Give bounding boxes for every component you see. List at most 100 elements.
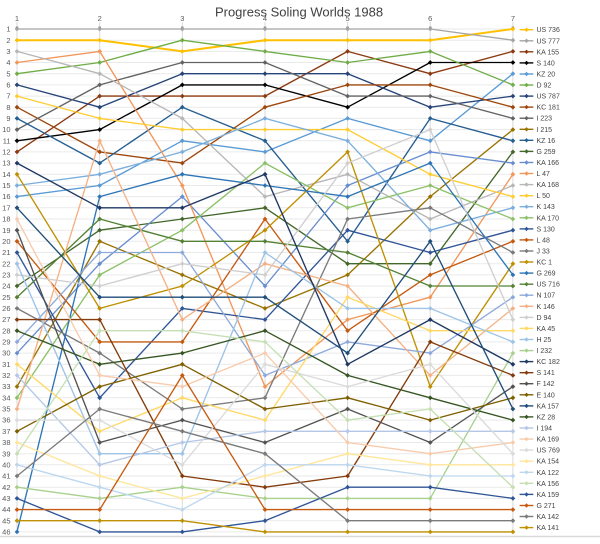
svg-text:20: 20 (2, 237, 10, 246)
svg-text:KA 170: KA 170 (537, 215, 560, 222)
svg-text:1: 1 (15, 14, 19, 23)
svg-text:KZ 20: KZ 20 (537, 72, 556, 79)
svg-text:US 769: US 769 (537, 448, 560, 455)
svg-text:KA 141: KA 141 (537, 525, 560, 532)
svg-text:31: 31 (2, 360, 10, 369)
svg-text:28: 28 (2, 326, 10, 335)
svg-text:D 94: D 94 (537, 315, 552, 322)
svg-text:KA 45: KA 45 (537, 326, 556, 333)
svg-text:K 143: K 143 (537, 204, 555, 211)
svg-text:16: 16 (2, 192, 10, 201)
svg-text:30: 30 (2, 349, 10, 358)
svg-text:KA 142: KA 142 (537, 514, 560, 521)
svg-text:Progress Soling Worlds 1988: Progress Soling Worlds 1988 (215, 5, 383, 20)
svg-text:15: 15 (2, 181, 10, 190)
svg-text:F 142: F 142 (537, 381, 555, 388)
svg-text:S 130: S 130 (537, 226, 555, 233)
svg-text:KC 181: KC 181 (537, 105, 560, 112)
svg-text:S 141: S 141 (537, 370, 555, 377)
svg-text:KC 182: KC 182 (537, 359, 560, 366)
svg-text:8: 8 (6, 103, 10, 112)
svg-text:43: 43 (2, 494, 10, 503)
svg-text:H 25: H 25 (537, 337, 552, 344)
svg-text:E 140: E 140 (537, 392, 555, 399)
svg-text:13: 13 (2, 159, 10, 168)
svg-text:KA 154: KA 154 (537, 459, 560, 466)
svg-text:18: 18 (2, 215, 10, 224)
svg-text:L 48: L 48 (537, 237, 550, 244)
svg-text:3: 3 (6, 47, 10, 56)
svg-text:22: 22 (2, 259, 10, 268)
svg-text:D 92: D 92 (537, 83, 552, 90)
svg-text:KA 169: KA 169 (537, 437, 560, 444)
svg-text:L 47: L 47 (537, 171, 550, 178)
svg-text:KA 168: KA 168 (537, 182, 560, 189)
svg-text:11: 11 (3, 136, 11, 145)
svg-text:36: 36 (2, 416, 10, 425)
svg-text:33: 33 (2, 382, 10, 391)
svg-text:K 146: K 146 (537, 304, 555, 311)
svg-text:3: 3 (180, 14, 184, 23)
svg-text:US 716: US 716 (537, 282, 560, 289)
svg-text:34: 34 (2, 393, 10, 402)
svg-text:I 194: I 194 (537, 426, 553, 433)
svg-text:L 50: L 50 (537, 193, 550, 200)
svg-text:7: 7 (511, 14, 515, 23)
svg-text:14: 14 (2, 170, 10, 179)
svg-text:J 33: J 33 (537, 249, 550, 256)
svg-text:US 777: US 777 (537, 38, 560, 45)
svg-text:29: 29 (2, 338, 10, 347)
svg-text:32: 32 (2, 371, 10, 380)
svg-text:I 215: I 215 (537, 127, 553, 134)
svg-text:I 223: I 223 (537, 116, 553, 123)
svg-text:23: 23 (2, 271, 10, 280)
svg-text:KC 1: KC 1 (537, 260, 553, 267)
svg-text:1: 1 (6, 25, 10, 34)
svg-text:6: 6 (428, 14, 432, 23)
svg-text:KA 156: KA 156 (537, 481, 560, 488)
svg-text:2: 2 (98, 14, 102, 23)
svg-text:19: 19 (2, 226, 10, 235)
svg-text:N 107: N 107 (537, 293, 556, 300)
svg-text:KA 159: KA 159 (537, 492, 560, 499)
svg-text:5: 5 (6, 69, 10, 78)
svg-text:4: 4 (6, 58, 10, 67)
svg-text:10: 10 (2, 125, 10, 134)
svg-text:KA 122: KA 122 (537, 470, 560, 477)
svg-text:7: 7 (6, 92, 10, 101)
svg-text:41: 41 (2, 472, 10, 481)
svg-text:KZ 16: KZ 16 (537, 138, 556, 145)
svg-text:G 271: G 271 (537, 503, 556, 510)
svg-text:35: 35 (2, 405, 10, 414)
svg-text:6: 6 (6, 81, 10, 90)
svg-text:9: 9 (6, 114, 10, 123)
svg-text:12: 12 (2, 148, 10, 157)
svg-text:5: 5 (346, 14, 350, 23)
svg-text:38: 38 (2, 438, 10, 447)
svg-text:US 736: US 736 (537, 27, 560, 34)
svg-text:21: 21 (2, 248, 10, 257)
svg-text:39: 39 (2, 449, 10, 458)
svg-text:KA 166: KA 166 (537, 160, 560, 167)
svg-text:42: 42 (2, 483, 10, 492)
svg-text:25: 25 (2, 293, 10, 302)
svg-text:45: 45 (2, 516, 10, 525)
svg-text:24: 24 (2, 282, 10, 291)
svg-text:17: 17 (2, 203, 10, 212)
svg-text:40: 40 (2, 460, 10, 469)
svg-text:37: 37 (2, 427, 10, 436)
svg-text:I 232: I 232 (537, 348, 553, 355)
svg-text:G 259: G 259 (537, 149, 556, 156)
svg-text:44: 44 (2, 505, 10, 514)
svg-text:S 140: S 140 (537, 60, 555, 67)
svg-text:G 269: G 269 (537, 271, 556, 278)
svg-text:US 787: US 787 (537, 94, 560, 101)
svg-text:4: 4 (263, 14, 267, 23)
svg-text:KA 157: KA 157 (537, 403, 560, 410)
svg-text:KA 155: KA 155 (537, 49, 560, 56)
svg-text:27: 27 (2, 315, 10, 324)
svg-text:26: 26 (2, 304, 10, 313)
svg-text:KZ 28: KZ 28 (537, 414, 556, 421)
svg-text:46: 46 (2, 528, 10, 537)
svg-text:2: 2 (6, 36, 10, 45)
